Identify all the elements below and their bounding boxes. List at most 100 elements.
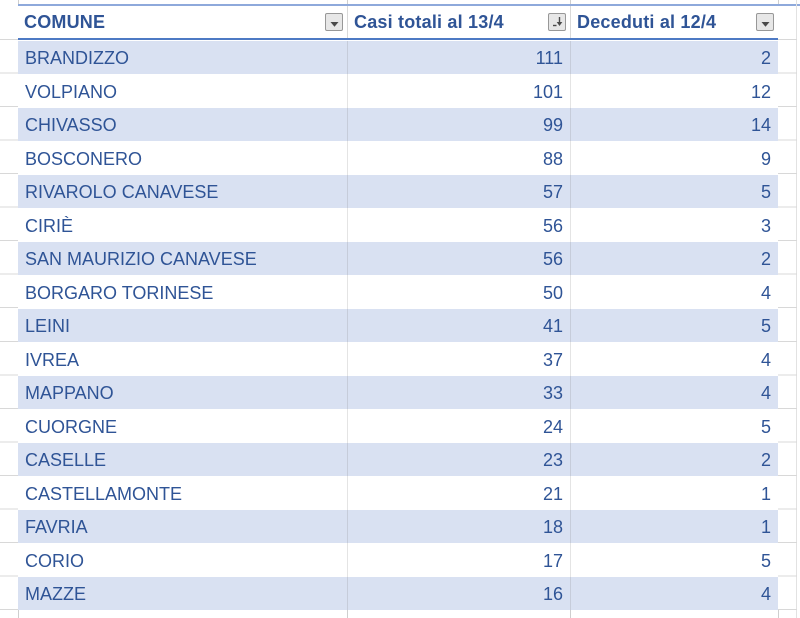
casi-cell[interactable]: 56: [347, 241, 570, 276]
deceduti-cell[interactable]: 4: [570, 375, 778, 410]
deceduti-cell[interactable]: 2: [570, 241, 778, 276]
table-row: CASELLE 23 2: [18, 442, 778, 477]
casi-cell[interactable]: 41: [347, 308, 570, 343]
sheet-gridline: [18, 610, 19, 618]
comune-value: BRANDIZZO: [25, 48, 130, 69]
casi-cell[interactable]: 17: [347, 543, 570, 577]
sheet-gridline: [570, 0, 571, 4]
table-row: MAZZE 16 4: [18, 576, 778, 611]
table-row: CUORGNE 24 5: [18, 409, 778, 443]
sheet-gridline: [347, 0, 348, 4]
comune-cell[interactable]: BRANDIZZO: [18, 41, 347, 75]
casi-value: 18: [542, 517, 563, 538]
deceduti-value: 5: [760, 182, 771, 203]
casi-value: 56: [542, 215, 563, 236]
deceduti-cell[interactable]: 4: [570, 576, 778, 611]
comune-cell[interactable]: CHIVASSO: [18, 108, 347, 142]
deceduti-cell[interactable]: 2: [570, 442, 778, 477]
table-row: CASTELLAMONTE 21 1: [18, 476, 778, 510]
deceduti-cell[interactable]: 3: [570, 208, 778, 242]
comune-cell[interactable]: FAVRIA: [18, 510, 347, 544]
table-row: BOSCONERO 88 9: [18, 141, 778, 175]
comune-cell[interactable]: CASELLE: [18, 443, 347, 477]
casi-cell[interactable]: 99: [347, 107, 570, 142]
table-row: LEINI 41 5: [18, 308, 778, 343]
comune-cell[interactable]: IVREA: [18, 342, 347, 376]
filter-sorted-descending-button-casi[interactable]: [548, 13, 566, 31]
casi-cell[interactable]: 50: [347, 275, 570, 309]
deceduti-cell[interactable]: 14: [570, 107, 778, 142]
casi-cell[interactable]: 101: [347, 74, 570, 108]
table-top-border: [18, 4, 800, 6]
casi-cell[interactable]: 21: [347, 476, 570, 510]
sheet-gridline: [347, 610, 348, 618]
filter-dropdown-button-comune[interactable]: [325, 13, 343, 31]
casi-value: 50: [542, 282, 563, 303]
casi-value: 56: [542, 249, 563, 270]
sheet-gridline: [570, 610, 571, 618]
comune-value: CASELLE: [25, 450, 107, 471]
comune-cell[interactable]: SAN MAURIZIO CANAVESE: [18, 242, 347, 276]
comune-value: CIRIÈ: [25, 215, 74, 236]
comune-value: CUORGNE: [25, 416, 118, 437]
comune-cell[interactable]: BOSCONERO: [18, 141, 347, 175]
casi-cell[interactable]: 24: [347, 409, 570, 443]
casi-value: 23: [542, 450, 563, 471]
filter-dropdown-button-deceduti[interactable]: [756, 13, 774, 31]
comune-value: CORIO: [25, 550, 85, 571]
casi-value: 21: [542, 483, 563, 504]
header-cell-comune[interactable]: COMUNE: [18, 6, 347, 38]
sheet-gridline: [778, 610, 779, 618]
comune-cell[interactable]: RIVAROLO CANAVESE: [18, 175, 347, 209]
header-cell-deceduti[interactable]: Deceduti al 12/4: [570, 6, 778, 38]
comune-value: BOSCONERO: [25, 148, 143, 169]
deceduti-cell[interactable]: 12: [570, 74, 778, 108]
casi-value: 88: [542, 148, 563, 169]
deceduti-cell[interactable]: 5: [570, 174, 778, 209]
deceduti-cell[interactable]: 1: [570, 509, 778, 544]
deceduti-cell[interactable]: 4: [570, 342, 778, 376]
comune-cell[interactable]: CUORGNE: [18, 409, 347, 443]
header-cell-casi[interactable]: Casi totali al 13/4: [347, 6, 570, 38]
filter-arrow-icon: [330, 15, 339, 30]
casi-cell[interactable]: 111: [347, 40, 570, 75]
table-row: FAVRIA 18 1: [18, 509, 778, 544]
comune-cell[interactable]: MAZZE: [18, 577, 347, 611]
sheet-margin-right: [778, 39, 797, 611]
deceduti-cell[interactable]: 2: [570, 40, 778, 75]
comune-value: FAVRIA: [25, 517, 88, 538]
header-label-casi: Casi totali al 13/4: [354, 11, 504, 32]
casi-cell[interactable]: 57: [347, 174, 570, 209]
casi-cell[interactable]: 18: [347, 509, 570, 544]
deceduti-cell[interactable]: 4: [570, 275, 778, 309]
comune-cell[interactable]: LEINI: [18, 309, 347, 343]
deceduti-cell[interactable]: 1: [570, 476, 778, 510]
comune-cell[interactable]: CIRIÈ: [18, 208, 347, 242]
deceduti-cell[interactable]: 5: [570, 409, 778, 443]
comune-cell[interactable]: VOLPIANO: [18, 74, 347, 108]
comune-cell[interactable]: BORGARO TORINESE: [18, 275, 347, 309]
comune-value: RIVAROLO CANAVESE: [25, 182, 219, 203]
sheet-margin-left: [0, 39, 18, 611]
casi-cell[interactable]: 37: [347, 342, 570, 376]
deceduti-cell[interactable]: 5: [570, 308, 778, 343]
deceduti-value: 14: [750, 115, 771, 136]
comune-cell[interactable]: CASTELLAMONTE: [18, 476, 347, 510]
deceduti-cell[interactable]: 9: [570, 141, 778, 175]
comune-cell[interactable]: MAPPANO: [18, 376, 347, 410]
casi-cell[interactable]: 33: [347, 375, 570, 410]
casi-value: 16: [542, 584, 563, 605]
casi-cell[interactable]: 23: [347, 442, 570, 477]
comune-cell[interactable]: CORIO: [18, 543, 347, 577]
casi-value: 101: [532, 81, 563, 102]
casi-cell[interactable]: 16: [347, 576, 570, 611]
header-label-deceduti: Deceduti al 12/4: [577, 11, 717, 32]
table-row: VOLPIANO 101 12: [18, 74, 778, 108]
deceduti-value: 2: [760, 249, 771, 270]
casi-cell[interactable]: 56: [347, 208, 570, 242]
sheet-gridline: [18, 0, 19, 4]
casi-cell[interactable]: 88: [347, 141, 570, 175]
deceduti-value: 3: [760, 215, 771, 236]
comune-value: MAPPANO: [25, 383, 114, 404]
deceduti-cell[interactable]: 5: [570, 543, 778, 577]
